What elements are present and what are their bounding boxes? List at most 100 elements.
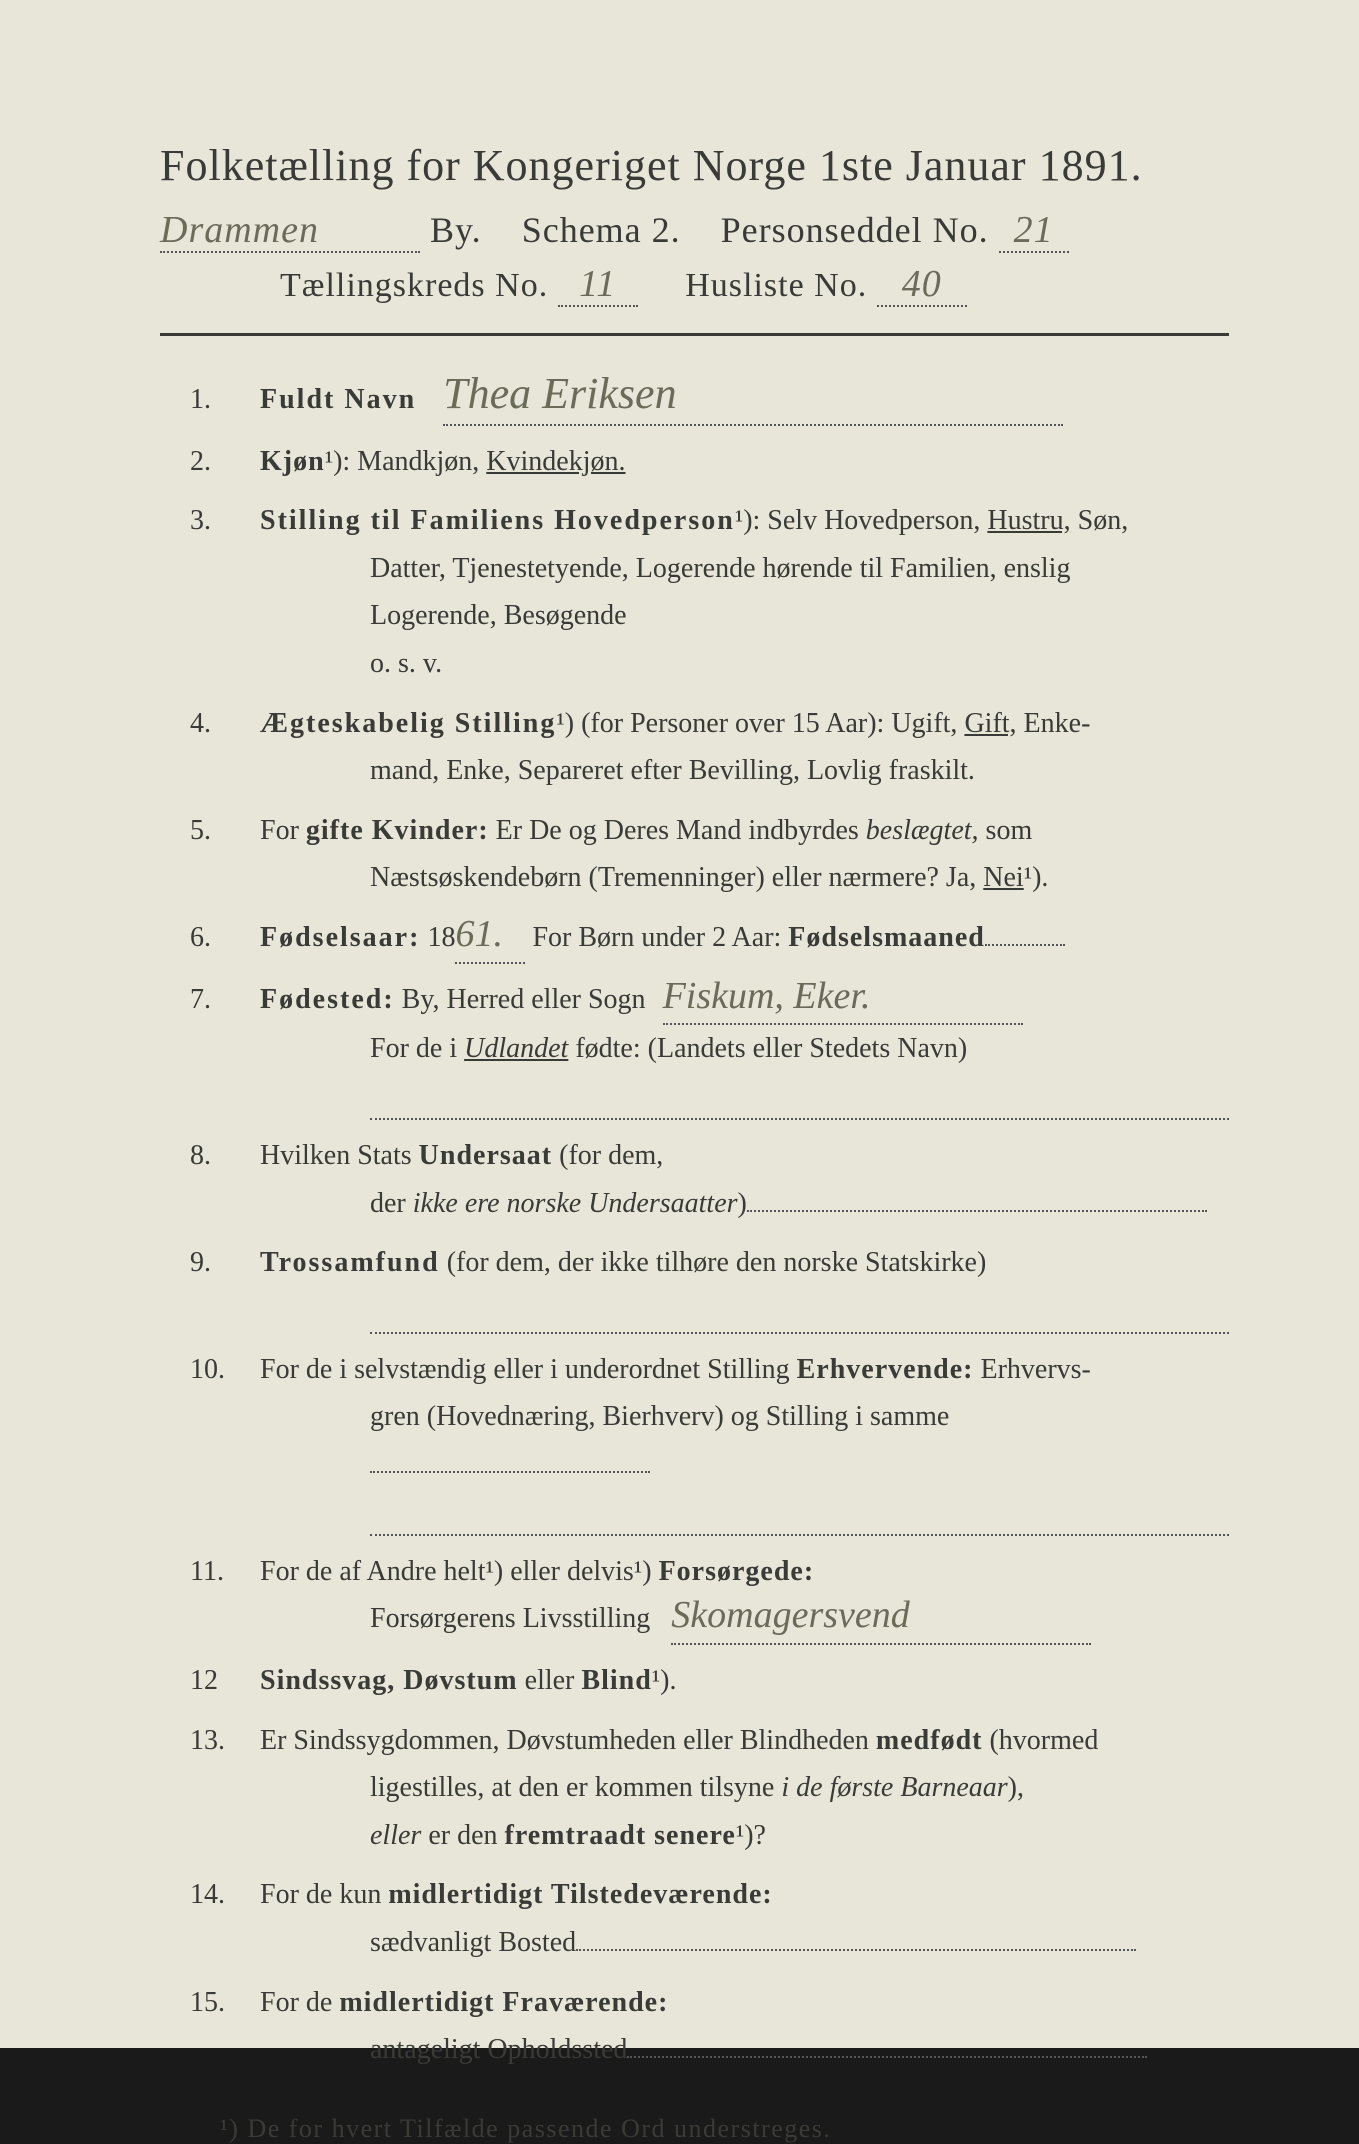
row-num: 11. <box>190 1548 260 1645</box>
blank <box>370 1293 1229 1334</box>
text: 18 <box>420 922 455 953</box>
row-10: 10. For de i selvstændig eller i underor… <box>190 1346 1229 1536</box>
tkreds-value: 11 <box>579 269 616 299</box>
row-6: 6. Fødselsaar: 1861. For Børn under 2 Aa… <box>190 914 1229 964</box>
text: (hvormed <box>982 1725 1098 1756</box>
text: For de i selvstændig eller i underordnet… <box>260 1354 797 1385</box>
cont: o. s. v. <box>260 640 1229 688</box>
text-italic: i de første Barneaar <box>781 1772 1007 1803</box>
row-num: 5. <box>190 807 260 902</box>
row-num: 14. <box>190 1871 260 1966</box>
opt-kvindekjon: Kvindekjøn. <box>486 446 625 477</box>
cont: sædvanligt Bosted <box>370 1927 576 1958</box>
text: For <box>260 815 306 846</box>
cont: der <box>370 1188 413 1219</box>
text: For Børn under 2 Aar: <box>525 922 788 953</box>
row-num: 7. <box>190 976 260 1120</box>
row-1: 1. Fuldt Navn Thea Eriksen <box>190 376 1229 426</box>
row-3: 3. Stilling til Familiens Hovedperson¹):… <box>190 497 1229 687</box>
blank <box>370 1079 1229 1120</box>
form-title: Folketælling for Kongeriget Norge 1ste J… <box>160 140 1229 191</box>
text: Er De og Deres Mand indbyrdes <box>489 815 866 846</box>
label-blind: Blind <box>581 1665 651 1696</box>
text-italic: beslægtet, <box>866 815 979 846</box>
row-num: 2. <box>190 438 260 486</box>
cont: ligestilles, at den er kommen tilsyne <box>370 1772 781 1803</box>
label-kjon: Kjøn <box>260 446 325 477</box>
text: ¹): Mandkjøn, <box>325 446 487 477</box>
row-4: 4. Ægteskabelig Stilling¹) (for Personer… <box>190 700 1229 795</box>
row-num: 12 <box>190 1657 260 1705</box>
text: Søn, <box>1071 505 1129 536</box>
blank <box>627 2031 1147 2058</box>
cont: Logerende, Besøgende <box>260 592 1229 640</box>
blank <box>985 919 1065 946</box>
blank <box>370 1495 1229 1536</box>
text: By, Herred eller Sogn <box>395 984 646 1015</box>
blank <box>576 1924 1136 1951</box>
label-fodselsaar: Fødselsaar: <box>260 922 420 953</box>
text: ¹): Selv Hovedperson, <box>735 505 988 536</box>
text: (for dem, der ikke tilhøre den norske St… <box>440 1247 987 1278</box>
cont: ), <box>1008 1772 1024 1803</box>
row-num: 10. <box>190 1346 260 1536</box>
row-num: 1. <box>190 376 260 426</box>
row-14: 14. For de kun midlertidigt Tilstedevære… <box>190 1871 1229 1966</box>
text: Enke- <box>1017 708 1091 739</box>
husliste-value: 40 <box>902 269 942 299</box>
row-12: 12 Sindssvag, Døvstum eller Blind¹). <box>190 1657 1229 1705</box>
text: som <box>979 815 1033 846</box>
fodested-value: Fiskum, Eker. <box>663 981 871 1011</box>
label-tilstedevaerende: midlertidigt Tilstedeværende: <box>388 1879 772 1910</box>
cont: mand, Enke, Separeret efter Bevilling, L… <box>260 747 1229 795</box>
label-fodested: Fødested: <box>260 984 395 1015</box>
text: For de kun <box>260 1879 388 1910</box>
cont: Forsørgerens Livsstilling <box>370 1603 650 1634</box>
by-value: Drammen <box>160 215 319 245</box>
cont: Datter, Tjenestetyende, Logerende hørend… <box>260 545 1229 593</box>
cont: ) <box>738 1188 747 1219</box>
cont: For de i <box>370 1033 464 1064</box>
opt-hustru: Hustru, <box>987 505 1070 536</box>
personseddel-label: Personseddel No. <box>721 210 989 250</box>
cont: Næstsøskendebørn (Tremenninger) eller næ… <box>370 862 983 893</box>
text-italic: eller <box>370 1820 421 1851</box>
by-label: By. <box>430 210 482 250</box>
row-5: 5. For gifte Kvinder: Er De og Deres Man… <box>190 807 1229 902</box>
cont: ¹). <box>1024 862 1049 893</box>
row-7: 7. Fødested: By, Herred eller Sogn Fisku… <box>190 976 1229 1120</box>
label-forsorgede: Forsørgede: <box>659 1556 815 1587</box>
personseddel-value: 21 <box>1014 215 1054 245</box>
text: ¹) (for Personer over 15 Aar): Ugift, <box>556 708 964 739</box>
row-8: 8. Hvilken Stats Undersaat (for dem, der… <box>190 1132 1229 1227</box>
blank <box>370 1446 650 1473</box>
census-form-page: Folketælling for Kongeriget Norge 1ste J… <box>0 0 1359 2048</box>
opt-gift: Gift, <box>964 708 1016 739</box>
text: Er Sindssygdommen, Døvstumheden eller Bl… <box>260 1725 876 1756</box>
schema-label: Schema 2. <box>522 210 681 250</box>
text-italic: ikke ere norske Undersaatter <box>413 1188 738 1219</box>
text: eller <box>518 1665 582 1696</box>
row-num: 6. <box>190 914 260 964</box>
row-num: 13. <box>190 1717 260 1860</box>
row-num: 9. <box>190 1239 260 1334</box>
header-line-3: Tællingskreds No. 11 Husliste No. 40 <box>280 267 1229 307</box>
label-gifte-kvinder: gifte Kvinder: <box>306 815 489 846</box>
text: For de <box>260 1987 339 2018</box>
row-11: 11. For de af Andre helt¹) eller delvis¹… <box>190 1548 1229 1645</box>
label-aegteskab: Ægteskabelig Stilling <box>260 708 556 739</box>
text-italic: Udlandet <box>464 1033 568 1064</box>
row-9: 9. Trossamfund (for dem, der ikke tilhør… <box>190 1239 1229 1334</box>
cont: ¹)? <box>736 1820 766 1851</box>
text: ¹). <box>652 1665 677 1696</box>
cont: er den <box>421 1820 504 1851</box>
label-undersaat: Undersaat <box>419 1140 552 1171</box>
text: Erhvervs- <box>973 1354 1090 1385</box>
row-num: 4. <box>190 700 260 795</box>
forsorger-value: Skomagersvend <box>671 1600 909 1630</box>
text: (for dem, <box>552 1140 663 1171</box>
row-num: 8. <box>190 1132 260 1227</box>
text: Hvilken Stats <box>260 1140 419 1171</box>
label-stilling: Stilling til Familiens Hovedperson <box>260 505 735 536</box>
husliste-label: Husliste No. <box>685 267 867 304</box>
